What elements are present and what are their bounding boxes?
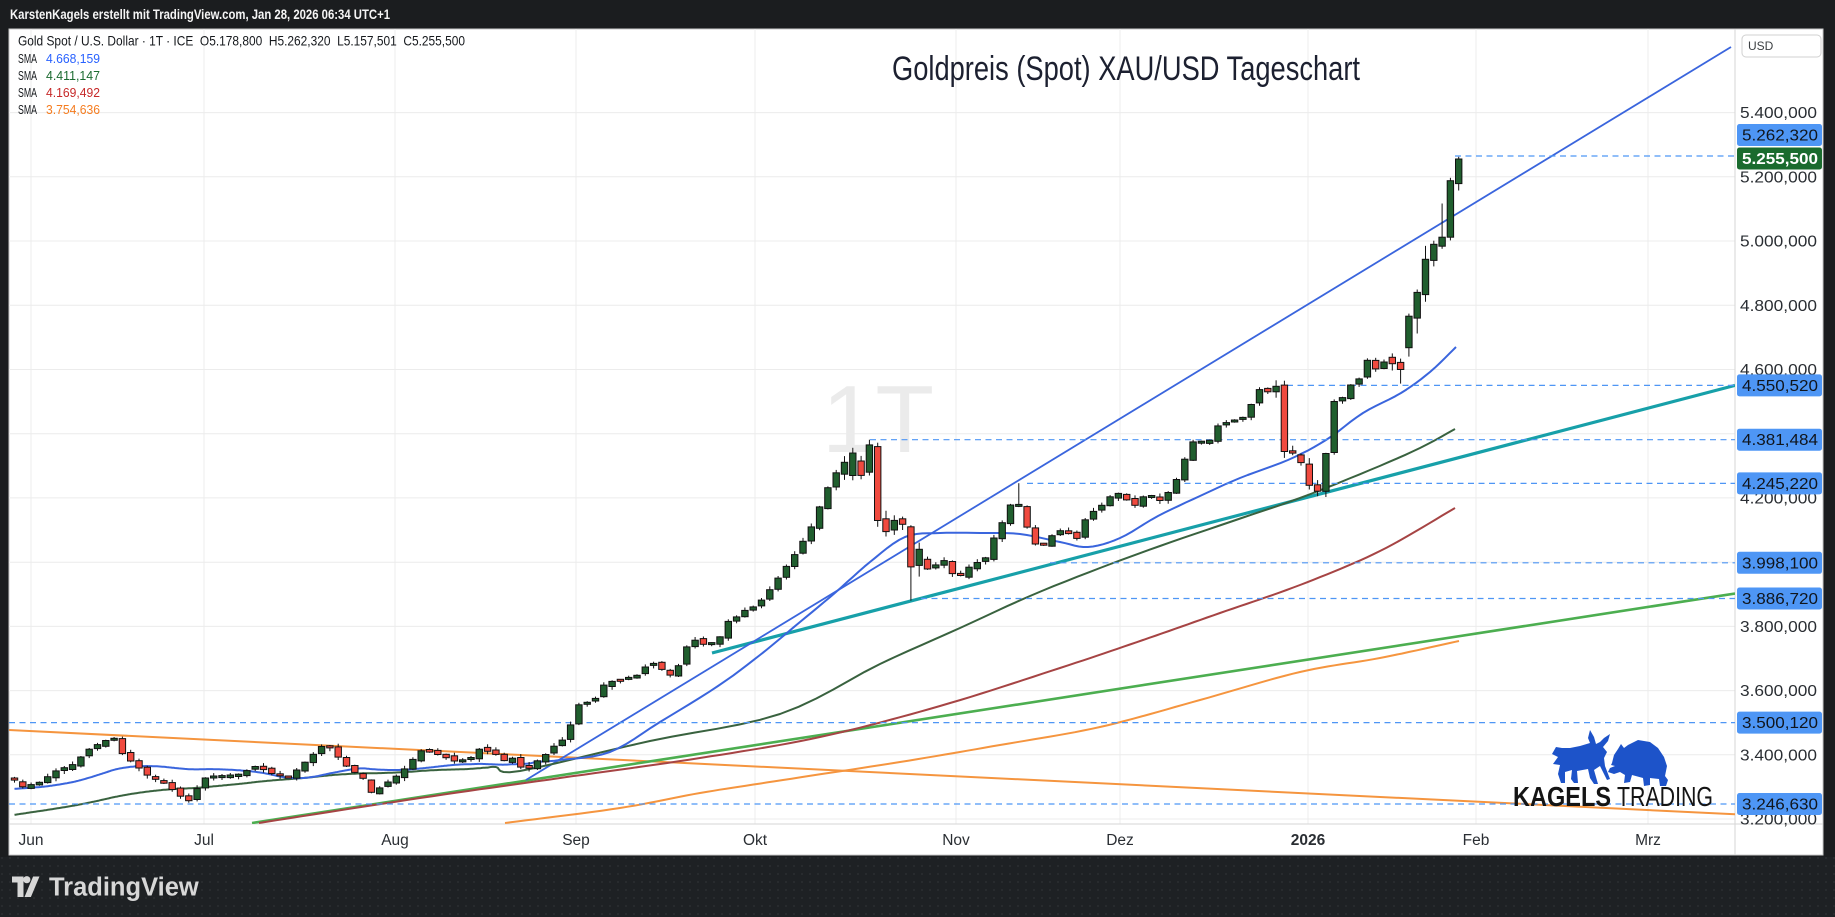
svg-text:3.998,100: 3.998,100: [1742, 555, 1818, 572]
svg-text:2026: 2026: [1291, 832, 1326, 849]
svg-text:Okt: Okt: [743, 832, 768, 849]
svg-text:3.754,636: 3.754,636: [46, 102, 100, 117]
svg-text:3.246,630: 3.246,630: [1742, 797, 1818, 814]
svg-text:3.600,000: 3.600,000: [1740, 683, 1817, 700]
svg-text:Feb: Feb: [1463, 832, 1490, 849]
svg-text:4.169,492: 4.169,492: [46, 85, 100, 100]
svg-text:Gold Spot / U.S. Dollar · 1T ·: Gold Spot / U.S. Dollar · 1T · ICE O5.17…: [18, 33, 465, 49]
svg-text:SMA: SMA: [18, 51, 37, 66]
svg-text:4.800,000: 4.800,000: [1740, 298, 1817, 315]
svg-text:SMA: SMA: [18, 102, 37, 117]
svg-text:Sep: Sep: [562, 832, 590, 849]
svg-text:Goldpreis (Spot) XAU/USD Tages: Goldpreis (Spot) XAU/USD Tageschart: [892, 50, 1360, 88]
svg-text:3.886,720: 3.886,720: [1742, 591, 1818, 608]
svg-text:3.400,000: 3.400,000: [1740, 747, 1817, 764]
svg-text:USD: USD: [1748, 39, 1774, 53]
svg-text:TRADING: TRADING: [1617, 781, 1713, 812]
svg-text:5.400,000: 5.400,000: [1740, 105, 1817, 122]
svg-text:4.550,520: 4.550,520: [1742, 378, 1818, 395]
svg-text:TradingView: TradingView: [49, 874, 199, 902]
svg-text:Jun: Jun: [19, 832, 44, 849]
svg-text:5.200,000: 5.200,000: [1740, 169, 1817, 186]
svg-text:4.381,484: 4.381,484: [1742, 432, 1818, 449]
svg-text:Aug: Aug: [381, 832, 409, 849]
svg-text:5.255,500: 5.255,500: [1742, 151, 1818, 168]
svg-text:Dez: Dez: [1106, 832, 1134, 849]
svg-text:3.500,120: 3.500,120: [1742, 715, 1818, 732]
svg-text:Jul: Jul: [194, 832, 214, 849]
svg-text:4.200,000: 4.200,000: [1740, 490, 1817, 507]
svg-text:KAGELS: KAGELS: [1513, 781, 1611, 812]
svg-text:SMA: SMA: [18, 85, 37, 100]
svg-text:5.000,000: 5.000,000: [1740, 234, 1817, 251]
svg-text:4.668,159: 4.668,159: [46, 51, 100, 66]
svg-text:KarstenKagels erstellt mit Tra: KarstenKagels erstellt mit TradingView.c…: [10, 7, 390, 22]
svg-text:4.411,147: 4.411,147: [46, 68, 100, 83]
svg-text:Nov: Nov: [942, 832, 970, 849]
svg-text:Mrz: Mrz: [1635, 832, 1661, 849]
svg-text:3.200,000: 3.200,000: [1740, 812, 1817, 829]
svg-text:SMA: SMA: [18, 68, 37, 83]
svg-text:4.245,220: 4.245,220: [1742, 476, 1818, 493]
svg-text:3.800,000: 3.800,000: [1740, 619, 1817, 636]
svg-text:5.262,320: 5.262,320: [1742, 128, 1818, 145]
